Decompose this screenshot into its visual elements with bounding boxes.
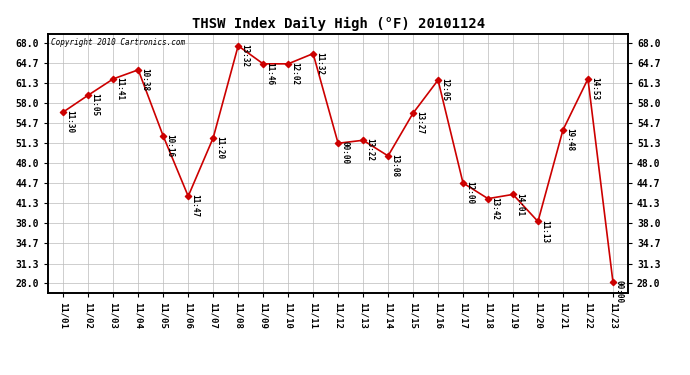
Text: 00:00: 00:00 (615, 280, 624, 303)
Point (482, 196, 493, 202)
Text: 11:20: 11:20 (215, 136, 224, 159)
Point (408, 110, 419, 116)
Text: 11:46: 11:46 (265, 62, 274, 85)
Point (83, 92, 94, 98)
Point (308, 51, 319, 57)
Text: 10:38: 10:38 (140, 68, 149, 91)
Text: 12:02: 12:02 (290, 62, 299, 85)
Text: 00:00: 00:00 (340, 141, 349, 165)
Text: 11:13: 11:13 (540, 220, 549, 243)
Point (158, 133, 169, 139)
Point (357, 137, 368, 143)
Text: Copyright 2010 Cartronics.com: Copyright 2010 Cartronics.com (51, 38, 186, 46)
Point (558, 127, 569, 133)
Point (433, 77, 444, 83)
Text: 11:30: 11:30 (66, 110, 75, 133)
Point (58, 109, 69, 115)
Point (108, 76, 119, 82)
Text: 14:53: 14:53 (590, 77, 599, 100)
Text: 11:32: 11:32 (315, 52, 324, 75)
Text: 13:32: 13:32 (240, 44, 249, 67)
Text: 12:00: 12:00 (465, 181, 474, 204)
Text: 19:48: 19:48 (565, 128, 574, 152)
Text: 11:47: 11:47 (190, 194, 199, 217)
Text: 13:22: 13:22 (365, 138, 374, 162)
Text: 13:08: 13:08 (390, 154, 399, 177)
Point (283, 61, 294, 67)
Point (208, 135, 219, 141)
Text: 10:16: 10:16 (165, 134, 174, 158)
Point (457, 180, 469, 186)
Point (582, 76, 593, 82)
Text: 14:01: 14:01 (515, 193, 524, 216)
Text: 12:05: 12:05 (440, 78, 449, 101)
Point (607, 279, 618, 285)
Title: THSW Index Daily High (°F) 20101124: THSW Index Daily High (°F) 20101124 (192, 17, 484, 31)
Text: 11:41: 11:41 (115, 77, 124, 100)
Point (132, 67, 144, 73)
Point (507, 191, 518, 197)
Point (233, 43, 244, 49)
Point (257, 61, 268, 67)
Text: 13:42: 13:42 (490, 197, 499, 220)
Point (533, 219, 544, 225)
Text: 13:27: 13:27 (415, 111, 424, 135)
Text: 11:05: 11:05 (90, 93, 99, 117)
Point (333, 140, 344, 146)
Point (382, 153, 393, 159)
Point (183, 193, 194, 199)
